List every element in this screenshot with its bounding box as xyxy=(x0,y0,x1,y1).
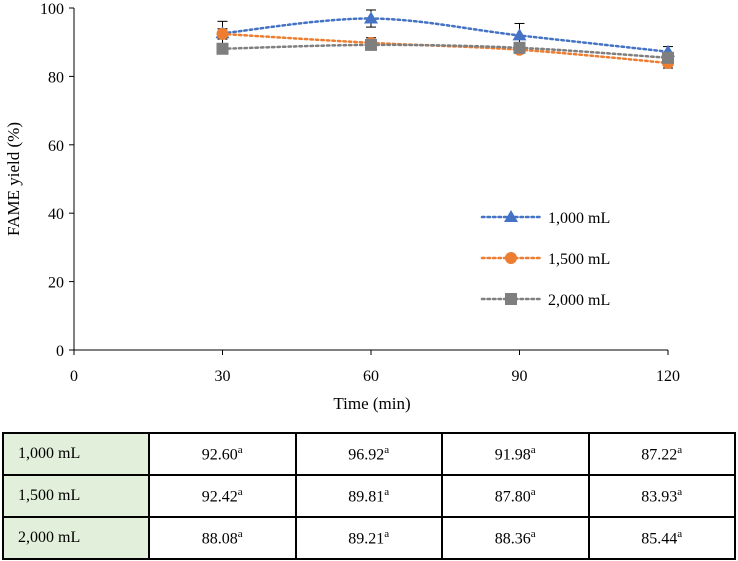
legend-item: 2,000 mL xyxy=(480,292,610,309)
legend-item: 1,000 mL xyxy=(480,210,610,227)
data-point xyxy=(662,51,674,64)
table-cell: 88.36a xyxy=(441,516,590,560)
x-tick-label: 90 xyxy=(512,368,528,385)
row-label: 1,000 mL xyxy=(2,432,150,476)
table-cell: 85.44a xyxy=(587,516,736,560)
series-3 xyxy=(216,38,674,64)
data-point xyxy=(216,42,229,55)
table-row: 1,500 mL 92.42a 89.81a 87.80a 83.93a xyxy=(2,474,736,518)
series-2 xyxy=(216,27,674,69)
y-axis-title: FAME yield (%) xyxy=(4,122,23,236)
y-tick-label: 20 xyxy=(48,275,64,292)
series-line xyxy=(221,32,670,65)
y-tick-label: 60 xyxy=(48,138,64,155)
table-cell: 89.81a xyxy=(294,474,443,518)
legend-marker xyxy=(504,210,518,222)
table-cell: 92.42a xyxy=(148,474,297,518)
legend-label: 1,000 mL xyxy=(548,210,610,227)
table-row: 1,000 mL 92.60a 96.92a 91.98a 87.22a xyxy=(2,432,736,476)
table-row: 2,000 mL 88.08a 89.21a 88.36a 85.44a xyxy=(2,516,736,560)
data-point xyxy=(512,28,527,41)
series-layer xyxy=(215,9,675,69)
series-line xyxy=(221,43,670,60)
data-point xyxy=(364,11,378,24)
table-cell: 96.92a xyxy=(294,432,443,476)
x-tick-label: 60 xyxy=(363,368,379,385)
table-cell: 87.22a xyxy=(587,432,736,476)
table-cell: 89.21a xyxy=(294,516,443,560)
fame-yield-chart: 0 20 40 60 80 100 0 30 60 90 120 1,000 mL 1,500 mL 2… xyxy=(4,1,680,413)
table-cell: 83.93a xyxy=(587,474,736,518)
x-tick-label: 0 xyxy=(70,368,78,385)
data-point xyxy=(513,41,526,54)
x-tick-label: 30 xyxy=(215,368,231,385)
legend-label: 1,500 mL xyxy=(548,251,610,268)
legend-item: 1,500 mL xyxy=(480,251,610,268)
data-point xyxy=(365,38,377,51)
x-axis-title: Time (min) xyxy=(333,394,410,413)
table-cell: 91.98a xyxy=(441,432,590,476)
legend-label: 2,000 mL xyxy=(548,292,610,309)
row-label: 2,000 mL xyxy=(2,516,150,560)
table-cell: 88.08a xyxy=(148,516,297,560)
data-point xyxy=(216,27,229,40)
y-tick-label: 100 xyxy=(40,1,64,18)
x-tick-label: 120 xyxy=(656,368,680,385)
y-tick-label: 0 xyxy=(56,343,64,360)
legend: 1,000 mL 1,500 mL 2,000 mL xyxy=(480,210,610,309)
series-line xyxy=(221,17,670,53)
yield-table: 1,000 mL 92.60a 96.92a 91.98a 87.22a 1,5… xyxy=(2,432,736,560)
y-tick-label: 80 xyxy=(48,69,64,86)
axes: 0 20 40 60 80 100 0 30 60 90 120 xyxy=(40,1,680,385)
table-cell: 87.80a xyxy=(441,474,590,518)
table-cell: 92.60a xyxy=(148,432,297,476)
series-1 xyxy=(215,9,675,58)
legend-marker xyxy=(505,252,517,264)
row-label: 1,500 mL xyxy=(2,474,150,518)
y-tick-label: 40 xyxy=(48,206,64,223)
legend-marker xyxy=(505,293,517,305)
